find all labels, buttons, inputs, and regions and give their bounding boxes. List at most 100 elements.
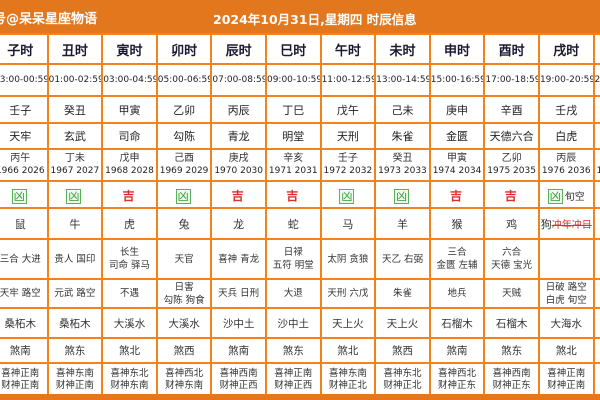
hour-header-cell: 午时 bbox=[319, 33, 377, 65]
time-cell: 07:00-08:59 bbox=[210, 63, 267, 97]
luck-badge: 凶 bbox=[339, 189, 355, 204]
hour-header-cell: 酉时 bbox=[483, 33, 540, 65]
fortune-direction-cell: 喜神西南 财神正东 bbox=[483, 362, 540, 397]
luck-badge: 吉 bbox=[122, 189, 135, 203]
ganzhi-cell: 丙辰 bbox=[210, 95, 267, 124]
clash-cell: 丙午 1966 2026 bbox=[0, 148, 49, 182]
fortune-direction-cell: 喜神西北 财神东南 bbox=[155, 362, 213, 397]
row-sha-direction: 煞南 煞东 煞北 煞西 煞南 煞东 煞北 煞西 煞南 煞东 煞北 煞西 bbox=[0, 337, 600, 364]
duty-deity-cell: 天德六合 bbox=[483, 122, 540, 150]
inauspicious-gods-cell: 大退 bbox=[264, 278, 322, 309]
row-hour-names: 子时 丑时 寅时 卯时 辰时 巳时 午时 未时 申时 酉时 戌时 亥时 bbox=[0, 33, 600, 65]
row-duty-deities: 天牢 玄武 司命 勾陈 青龙 明堂 天刑 朱雀 金匮 天德六合 白虎 玉堂 bbox=[0, 122, 600, 150]
luck-cell: 凶 bbox=[319, 180, 377, 209]
sha-direction-cell: 煞东 bbox=[483, 337, 540, 364]
hour-header-cell: 卯时 bbox=[155, 33, 213, 65]
ganzhi-cell: 乙卯 bbox=[155, 95, 213, 124]
ganzhi-cell: 壬子 bbox=[0, 95, 49, 124]
account-name: 号@呆呆星座物语 bbox=[0, 12, 98, 27]
auspicious-gods-cell: 贵人 国印 bbox=[46, 238, 104, 280]
luck-cell: 吉 bbox=[210, 180, 267, 209]
hour-info-table: 子时 丑时 寅时 卯时 辰时 巳时 午时 未时 申时 酉时 戌时 亥时 23:0… bbox=[0, 33, 600, 397]
inauspicious-gods-cell bbox=[592, 278, 600, 309]
nayin-cell: 大海水 bbox=[537, 307, 595, 339]
time-cell: 13:00-14:59 bbox=[374, 63, 431, 97]
nayin-cell: 大海水 bbox=[592, 307, 600, 339]
duty-deity-cell: 勾陈 bbox=[155, 122, 213, 150]
clash-cell: 庚戌 1970 2030 bbox=[210, 148, 267, 182]
luck-badge: 凶 bbox=[66, 189, 82, 204]
hour-header-cell: 寅时 bbox=[101, 33, 158, 65]
hour-header-cell: 戌时 bbox=[537, 33, 595, 65]
time-cell: 19:00-20:59 bbox=[537, 63, 595, 97]
time-cell: 01:00-02:59 bbox=[46, 63, 104, 97]
sha-direction-cell: 煞西 bbox=[592, 337, 600, 364]
luck-badge: 吉 bbox=[231, 189, 244, 203]
auspicious-gods-cell: 天官 bbox=[155, 238, 213, 280]
luck-cell: 吉 bbox=[592, 180, 600, 209]
fortune-direction-cell: 喜神东南财神正南 bbox=[46, 362, 104, 397]
nayin-cell: 石榴木 bbox=[483, 307, 540, 339]
inauspicious-gods-cell: 天牢 路空 bbox=[0, 278, 49, 309]
fortune-direction-cell: 喜神西北 财神正东 bbox=[428, 362, 486, 397]
auspicious-gods-cell: 三合 大进 bbox=[0, 238, 49, 280]
sha-direction-cell: 煞南 bbox=[428, 337, 486, 364]
nayin-cell: 天上火 bbox=[374, 307, 431, 339]
time-cell: 15:00-16:59 bbox=[428, 63, 486, 97]
inauspicious-gods-cell: 日害 勾陈 狗食 bbox=[155, 278, 213, 309]
nayin-cell: 桑柘木 bbox=[46, 307, 104, 339]
row-fortune-directions: 喜神正南 财神正南 喜神东南 财神正南 喜神东北 财神东南 喜神西北 财神东南 喜神西南… bbox=[0, 362, 600, 397]
zodiac-cell: 马 bbox=[319, 207, 377, 240]
duty-deity-cell: 朱雀 bbox=[374, 122, 431, 150]
inauspicious-gods-cell: 天贼 bbox=[483, 278, 540, 309]
clash-cell: 癸丑 1973 2033 bbox=[374, 148, 431, 182]
luck-badge: 吉 bbox=[286, 189, 299, 203]
sha-direction-cell: 煞北 bbox=[319, 337, 377, 364]
row-luck: 凶 凶 吉 凶 吉 吉 凶 凶 吉 吉 凶旬空 吉 bbox=[0, 180, 600, 209]
ganzhi-cell: 庚申 bbox=[428, 95, 486, 124]
auspicious-gods-cell: 喜神 青龙 bbox=[210, 238, 267, 280]
auspicious-gods-cell: 六合 天德 宝光 bbox=[483, 238, 540, 280]
inauspicious-gods-cell: 元武 路空 bbox=[46, 278, 104, 309]
time-cell: 17:00-18:59 bbox=[483, 63, 540, 97]
hour-header-cell: 未时 bbox=[374, 33, 431, 65]
fortune-direction-cell: 喜神东北 财神东南 bbox=[101, 362, 158, 397]
clash-cell: 辛亥 1971 2031 bbox=[264, 148, 322, 182]
ganzhi-cell: 甲寅 bbox=[101, 95, 158, 124]
zodiac-cell: 虎 bbox=[101, 207, 158, 240]
duty-deity-cell: 天牢 bbox=[0, 122, 49, 150]
hour-header-cell: 巳时 bbox=[264, 33, 322, 65]
hour-header-cell: 辰时 bbox=[210, 33, 267, 65]
inauspicious-gods-cell: 朱雀 bbox=[374, 278, 431, 309]
auspicious-gods-cell: 长生 司命 驿马 bbox=[101, 238, 158, 280]
time-cell: 05:00-06:59 bbox=[155, 63, 213, 97]
luck-badge: 凶 bbox=[175, 189, 191, 204]
auspicious-gods-cell bbox=[592, 238, 600, 280]
sha-direction-cell: 煞北 bbox=[537, 337, 595, 364]
zodiac-cell: 羊 bbox=[374, 207, 431, 240]
fortune-direction-cell: 喜神东南 财神正北 bbox=[319, 362, 377, 397]
luck-cell: 吉 bbox=[101, 180, 158, 209]
duty-deity-cell: 明堂 bbox=[264, 122, 322, 150]
inauspicious-gods-cell: 不遇 bbox=[101, 278, 158, 309]
duty-deity-cell: 金匮 bbox=[428, 122, 486, 150]
duty-deity-cell: 司命 bbox=[101, 122, 158, 150]
row-nayin: 桑柘木 桑柘木 大溪水 大溪水 沙中土 沙中土 天上火 天上火 石榴木 石榴木 … bbox=[0, 307, 600, 339]
bottom-bar bbox=[0, 394, 600, 400]
time-cell: 09:00-10:59 bbox=[264, 63, 322, 97]
time-cell: 21:00-22:59 bbox=[592, 63, 600, 97]
clash-cell: 乙卯 1975 2035 bbox=[483, 148, 540, 182]
clash-cell: 壬子 1972 2032 bbox=[319, 148, 377, 182]
sha-direction-cell: 煞南 bbox=[0, 337, 49, 364]
auspicious-gods-cell: 三合 金匮 左辅 bbox=[428, 238, 486, 280]
clash-cell: 戊申 1968 2028 bbox=[101, 148, 158, 182]
sha-direction-cell: 煞南 bbox=[210, 337, 267, 364]
clash-cell: 丁巳1977 2037 bbox=[592, 148, 600, 182]
row-inauspicious-gods: 天牢 路空 元武 路空 不遇 日害 勾陈 狗食 天兵 日刑 大退 天刑 六戊 朱雀… bbox=[0, 278, 600, 309]
luck-badge: 凶 bbox=[11, 189, 27, 204]
ganzhi-cell: 辛酉 bbox=[483, 95, 540, 124]
nayin-cell: 大溪水 bbox=[155, 307, 213, 339]
zodiac-cell: 鼠 bbox=[0, 207, 49, 240]
nayin-cell: 沙中土 bbox=[264, 307, 322, 339]
ganzhi-cell: 癸亥 bbox=[592, 95, 600, 124]
